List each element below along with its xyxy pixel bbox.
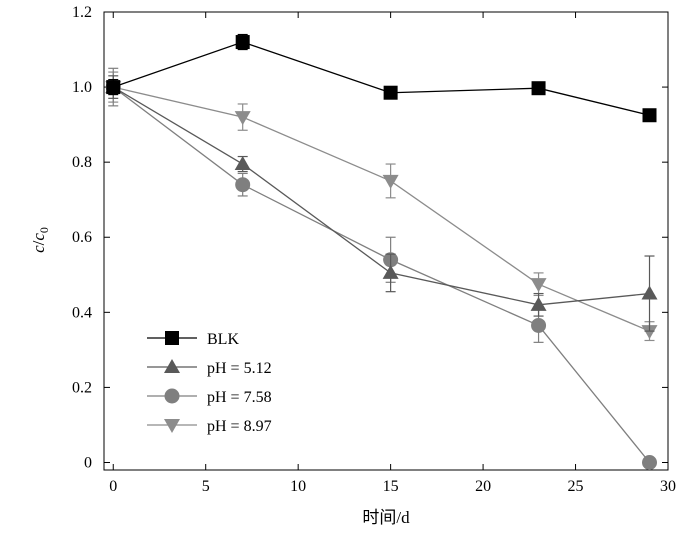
y-axis-label-sub: 0 xyxy=(37,227,51,233)
data-point xyxy=(382,174,399,189)
legend-item: BLK xyxy=(147,331,239,348)
series-line xyxy=(112,86,651,463)
series-line xyxy=(112,86,650,306)
data-point xyxy=(235,35,250,50)
x-axis-label: 时间/d xyxy=(362,508,410,527)
legend-label: BLK xyxy=(207,331,239,348)
data-point xyxy=(641,325,658,340)
legend-label: pH = 5.12 xyxy=(207,360,272,377)
legend-item: pH = 8.97 xyxy=(147,418,272,435)
series-2 xyxy=(105,67,658,470)
data-point xyxy=(530,296,547,311)
y-tick-label: 0.6 xyxy=(72,229,92,246)
data-point xyxy=(383,85,398,100)
x-tick-label: 5 xyxy=(202,478,210,495)
legend-item: pH = 5.12 xyxy=(147,359,272,377)
data-point xyxy=(382,264,399,279)
y-tick-label: 0.8 xyxy=(72,154,92,171)
legend-marker xyxy=(164,388,180,404)
series-0 xyxy=(106,33,657,123)
data-point xyxy=(642,454,658,470)
legend-label: pH = 8.97 xyxy=(207,418,272,435)
y-tick-label: 1.2 xyxy=(72,4,92,21)
x-tick-label: 15 xyxy=(383,478,399,495)
plot-frame xyxy=(103,11,669,471)
y-tick-label: 0.4 xyxy=(72,304,92,321)
data-point xyxy=(531,81,546,96)
data-point xyxy=(235,177,251,193)
legend-marker xyxy=(164,419,180,433)
x-tick-label: 10 xyxy=(290,478,306,495)
svg-text:c/c0: c/c0 xyxy=(29,227,51,253)
y-tick-label: 0.2 xyxy=(72,379,92,396)
legend-item: pH = 7.58 xyxy=(147,388,272,406)
data-point xyxy=(530,278,547,293)
data-point xyxy=(234,111,251,126)
y-tick-label: 0 xyxy=(84,454,92,471)
y-axis-label-main: c xyxy=(29,245,48,253)
y-tick-label: 1.0 xyxy=(72,79,92,96)
series-1 xyxy=(105,75,658,332)
data-point xyxy=(106,80,121,95)
series-layer xyxy=(105,33,658,470)
series-line xyxy=(113,86,650,332)
series-3 xyxy=(105,71,658,342)
legend: BLK pH = 5.12 pH = 7.58 pH = 8.97 xyxy=(147,331,272,435)
legend-label: pH = 7.58 xyxy=(207,389,272,406)
axis-ticks: 0 5 10 15 20 25 30 0 0.2 0.4 0.6 0.8 1.0 1.2 xyxy=(72,4,676,495)
x-tick-label: 30 xyxy=(660,478,676,495)
x-tick-label: 25 xyxy=(568,478,584,495)
y-axis-label: c/c0 xyxy=(29,227,51,253)
y-axis-label-sep: / xyxy=(29,240,48,245)
data-point xyxy=(234,156,251,171)
data-point xyxy=(641,285,658,300)
legend-marker xyxy=(164,359,180,373)
x-tick-label: 20 xyxy=(475,478,491,495)
data-point xyxy=(531,317,547,333)
data-point xyxy=(642,108,657,123)
series-line xyxy=(113,41,650,116)
x-tick-label: 0 xyxy=(109,478,117,495)
y-axis-label-sub-base: c xyxy=(29,233,48,241)
legend-marker xyxy=(165,331,179,345)
